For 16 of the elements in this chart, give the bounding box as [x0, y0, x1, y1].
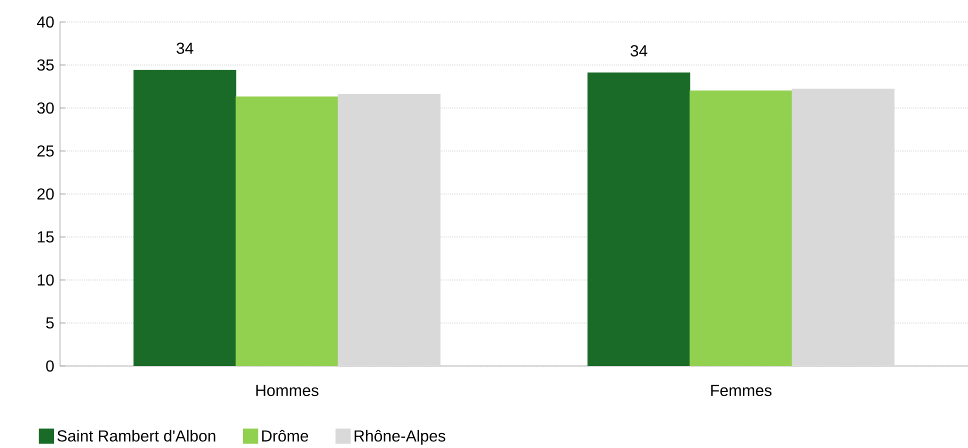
y-tick-label: 35	[37, 59, 54, 71]
y-tick-label: 40	[36, 16, 54, 28]
legend-label: Drôme	[262, 430, 308, 442]
legend-label: Saint Rambert d'Albon	[57, 430, 216, 442]
y-tick-label: 0	[46, 360, 54, 372]
y-tick-label: 30	[37, 102, 54, 114]
y-tick-label: 25	[37, 145, 54, 157]
x-tick-label: Femmes	[711, 384, 772, 396]
y-tick-label: 5	[46, 317, 54, 329]
legend-label: Rhône-Alpes	[354, 430, 446, 445]
y-tick-label: 15	[38, 231, 54, 243]
x-tick-label: Hommes	[256, 384, 318, 396]
data-label: 34	[176, 42, 194, 54]
data-label: 34	[630, 45, 648, 56]
y-tick-label: 10	[38, 274, 54, 286]
y-tick-label: 20	[37, 188, 54, 200]
